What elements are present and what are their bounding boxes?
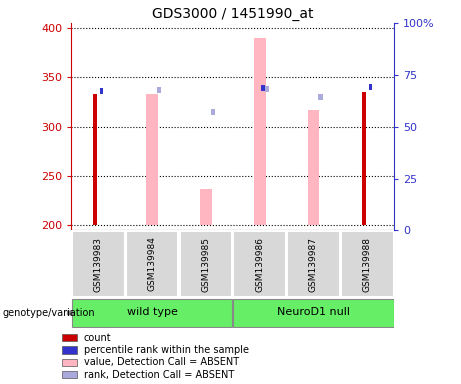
Text: percentile rank within the sample: percentile rank within the sample	[84, 345, 249, 355]
Bar	[265, 86, 269, 92]
Bar	[72, 231, 124, 297]
Bar	[72, 299, 232, 327]
Text: GSM139984: GSM139984	[148, 237, 157, 291]
Bar	[362, 92, 366, 225]
Bar	[62, 346, 77, 354]
Text: value, Detection Call = ABSENT: value, Detection Call = ABSENT	[84, 357, 239, 367]
Bar	[211, 109, 215, 115]
Text: count: count	[84, 333, 112, 343]
Bar	[157, 87, 161, 93]
Bar	[307, 110, 319, 225]
Bar	[146, 94, 158, 225]
Bar	[62, 371, 77, 378]
Bar	[341, 231, 394, 297]
Bar	[62, 359, 77, 366]
Text: rank, Detection Call = ABSENT: rank, Detection Call = ABSENT	[84, 369, 234, 379]
Bar	[369, 84, 372, 90]
Bar	[62, 334, 77, 341]
Bar	[126, 231, 178, 297]
Bar	[179, 231, 232, 297]
Bar	[100, 88, 103, 94]
Text: wild type: wild type	[127, 307, 177, 317]
Bar	[233, 231, 286, 297]
Text: GSM139987: GSM139987	[309, 237, 318, 291]
Bar	[261, 85, 265, 91]
Bar	[93, 94, 97, 225]
Text: genotype/variation: genotype/variation	[2, 308, 95, 318]
Text: GSM139988: GSM139988	[363, 237, 372, 291]
Bar	[318, 94, 323, 100]
Bar	[200, 189, 212, 225]
Title: GDS3000 / 1451990_at: GDS3000 / 1451990_at	[152, 7, 313, 21]
Bar	[254, 38, 266, 225]
Text: GSM139985: GSM139985	[201, 237, 210, 291]
Bar	[287, 231, 340, 297]
Text: GSM139986: GSM139986	[255, 237, 264, 291]
Text: NeuroD1 null: NeuroD1 null	[277, 307, 350, 317]
Text: GSM139983: GSM139983	[94, 237, 103, 291]
Bar	[233, 299, 394, 327]
